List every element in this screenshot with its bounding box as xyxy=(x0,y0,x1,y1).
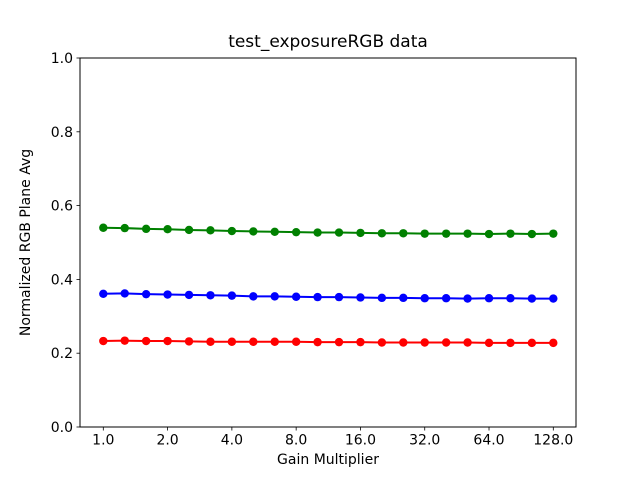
y-tick-label: 0.2 xyxy=(51,346,73,362)
blue-plane-marker xyxy=(163,290,172,299)
blue-plane-marker xyxy=(291,292,301,301)
plot-border xyxy=(79,57,577,428)
red-plane-marker xyxy=(291,337,301,346)
red-plane-marker xyxy=(399,338,408,347)
red-plane-marker xyxy=(249,337,258,346)
red-plane-marker xyxy=(377,338,387,347)
green-plane-marker xyxy=(291,227,301,237)
red-plane-marker xyxy=(463,338,472,347)
red-plane-marker xyxy=(227,337,237,346)
x-tick-label: 16.0 xyxy=(345,433,376,449)
y-tick-label: 1.0 xyxy=(51,51,73,67)
green-plane-marker xyxy=(334,228,344,237)
green-plane-line xyxy=(103,226,554,236)
blue-plane-marker xyxy=(313,292,322,302)
blue-plane-marker xyxy=(399,293,408,303)
blue-plane-marker xyxy=(120,289,129,298)
red-plane-marker xyxy=(313,337,322,347)
y-axis-ticks: 0.0 0.2 0.4 0.6 0.8 1.0 xyxy=(51,51,80,436)
blue-plane-marker xyxy=(206,291,215,300)
blue-plane-marker xyxy=(99,289,108,298)
red-plane-marker xyxy=(356,337,365,347)
red-plane-marker xyxy=(334,337,344,347)
x-axis-ticks: 1.0 2.0 4.0 8.0 16.0 32.0 64.0 128.0 xyxy=(92,427,573,449)
data-series-group xyxy=(99,223,558,348)
green-plane-marker xyxy=(313,228,322,237)
green-plane-marker xyxy=(206,226,215,235)
red-plane-marker xyxy=(141,336,151,346)
x-tick-label: 1.0 xyxy=(92,433,114,449)
red-plane-marker xyxy=(120,336,129,345)
blue-plane-marker xyxy=(227,291,237,300)
series-green-plane xyxy=(99,223,558,239)
blue-plane-marker xyxy=(184,290,194,300)
blue-plane-line xyxy=(103,292,554,300)
green-plane-marker xyxy=(484,229,494,239)
y-tick-label: 0.6 xyxy=(51,199,73,215)
red-plane-marker xyxy=(420,338,429,347)
red-plane-marker xyxy=(206,337,215,346)
blue-plane-marker xyxy=(463,294,472,303)
series-red-plane xyxy=(99,336,558,348)
red-plane-marker xyxy=(506,338,515,348)
x-tick-label: 32.0 xyxy=(409,433,440,449)
blue-plane-marker xyxy=(270,292,279,301)
blue-plane-marker xyxy=(506,294,515,303)
green-plane-marker xyxy=(120,223,129,233)
blue-plane-marker xyxy=(484,294,494,303)
plot-area xyxy=(80,58,576,427)
blue-plane-marker xyxy=(549,294,558,303)
green-plane-marker xyxy=(463,229,472,238)
red-plane-marker xyxy=(99,336,108,346)
red-plane-marker xyxy=(184,337,194,346)
series-blue-plane xyxy=(99,289,558,303)
blue-plane-marker xyxy=(356,293,365,302)
green-plane-marker xyxy=(420,229,429,238)
x-tick-label: 64.0 xyxy=(473,433,504,449)
y-tick-label: 0.8 xyxy=(51,125,73,141)
green-plane-marker xyxy=(399,229,408,238)
blue-plane-marker xyxy=(441,294,451,303)
axes-spines xyxy=(79,57,577,428)
green-plane-marker xyxy=(549,229,558,238)
chart-title: test_exposureRGB data xyxy=(228,32,428,52)
x-tick-label: 2.0 xyxy=(156,433,178,449)
blue-plane-marker xyxy=(527,294,537,303)
red-plane-marker xyxy=(527,338,537,348)
y-axis-label: Normalized RGB Plane Avg xyxy=(18,149,34,336)
green-plane-marker xyxy=(527,229,537,239)
x-tick-label: 128.0 xyxy=(533,433,573,449)
green-plane-marker xyxy=(506,229,515,238)
y-tick-label: 0.4 xyxy=(51,272,73,288)
green-plane-marker xyxy=(184,225,194,235)
green-plane-marker xyxy=(141,224,151,234)
green-plane-marker xyxy=(356,228,365,238)
blue-plane-marker xyxy=(420,294,429,303)
red-plane-marker xyxy=(549,338,558,348)
y-tick-label: 0.0 xyxy=(51,420,73,436)
green-plane-marker xyxy=(163,225,172,234)
green-plane-marker xyxy=(227,226,237,236)
green-plane-marker xyxy=(441,229,451,238)
blue-plane-marker xyxy=(141,289,151,299)
green-plane-marker xyxy=(249,227,258,236)
blue-plane-marker xyxy=(377,293,387,303)
red-plane-marker xyxy=(441,338,451,347)
green-plane-marker xyxy=(377,229,387,238)
red-plane-marker xyxy=(270,337,279,346)
x-tick-label: 8.0 xyxy=(285,433,307,449)
red-plane-marker xyxy=(163,336,172,346)
blue-plane-marker xyxy=(334,292,344,302)
red-plane-marker xyxy=(484,338,494,348)
x-axis-label: Gain Multiplier xyxy=(277,452,379,468)
green-plane-marker xyxy=(270,227,279,236)
red-plane-line xyxy=(103,339,554,344)
blue-plane-marker xyxy=(249,292,258,301)
x-tick-label: 4.0 xyxy=(221,433,243,449)
green-plane-marker xyxy=(99,223,108,232)
